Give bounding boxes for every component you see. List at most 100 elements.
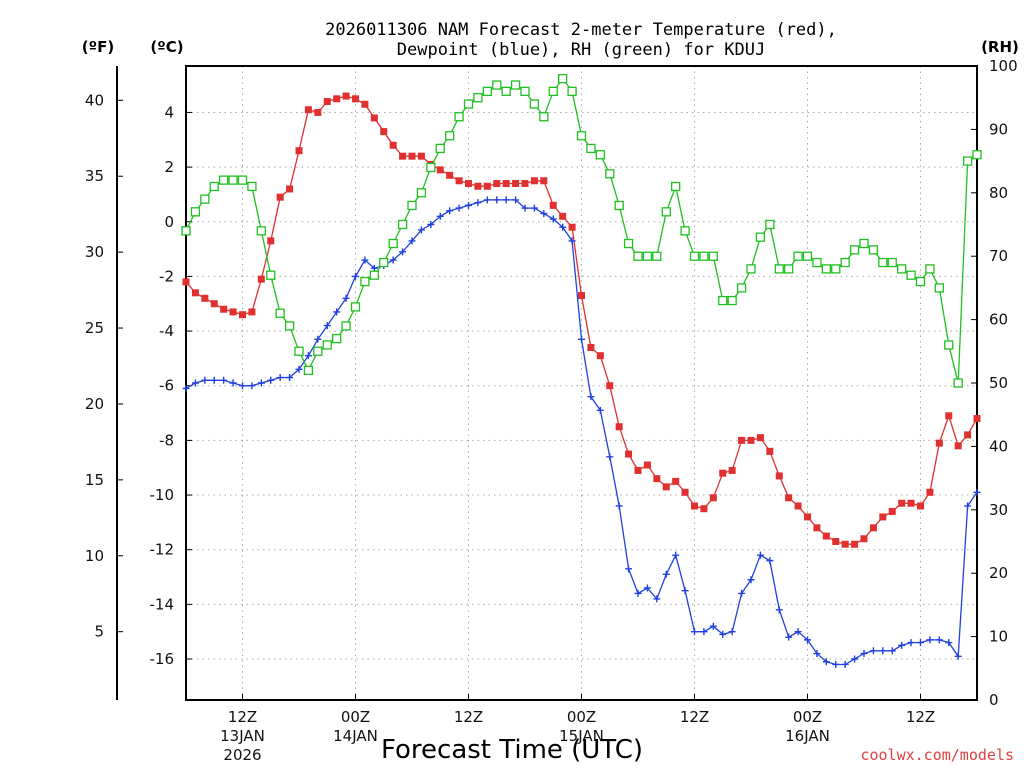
rh-point [953, 378, 963, 388]
dewpoint-point [596, 406, 604, 414]
rh-point [482, 86, 492, 97]
dewpoint-point [643, 584, 651, 592]
temperature-point [521, 180, 529, 188]
temperature-point [267, 237, 275, 245]
dewpoint-point [370, 264, 378, 272]
rh-point [369, 270, 379, 280]
temperature-point [540, 177, 548, 185]
rh-point [275, 308, 285, 318]
temperature-point [785, 494, 793, 502]
temperature-point [483, 182, 491, 190]
temperature-point [399, 152, 407, 160]
rh-point [426, 162, 436, 173]
temperature-point [530, 177, 538, 185]
x-tick-label: 12Z [228, 708, 257, 726]
dewpoint-point [606, 453, 614, 461]
x-tick-year-label: 2026 [223, 746, 261, 764]
credit-text: coolwx.com/models [860, 746, 1014, 764]
temperature-point [907, 499, 915, 507]
dewpoint-point [521, 204, 529, 212]
dewpoint-point [634, 589, 642, 597]
temperature-point [681, 488, 689, 496]
temperature-point [926, 488, 934, 496]
dewpoint-point [954, 652, 962, 660]
dewpoint-point [220, 376, 228, 384]
rh-point [548, 86, 558, 97]
celsius-tick-label: -14 [150, 595, 175, 613]
temperature-point [794, 502, 802, 510]
dewpoint-point [436, 212, 444, 220]
temperature-point [446, 171, 454, 179]
temperature-point [804, 513, 811, 521]
rh-point [680, 226, 690, 236]
temperature-point [709, 494, 717, 502]
temperature-point [766, 447, 774, 455]
x-tick-date-label: 15JAN [559, 727, 604, 745]
temperature-point [860, 535, 868, 543]
rh-point [473, 93, 483, 103]
temperature-point [917, 502, 924, 510]
rh-point [322, 340, 332, 350]
rh-point [774, 264, 784, 274]
temperature-point [352, 95, 359, 103]
dewpoint-point [342, 294, 350, 302]
temperature-point [248, 308, 256, 316]
rh-point [671, 181, 681, 192]
temperature-point [559, 212, 567, 220]
rh-point [266, 270, 276, 280]
rh-point [397, 219, 408, 230]
rh-point [708, 251, 718, 261]
celsius-tick-label: -16 [150, 650, 175, 668]
temperature-point [869, 524, 877, 532]
dewpoint-point [267, 376, 275, 384]
dewpoint-point [389, 256, 397, 264]
dewpoint-point [973, 488, 981, 496]
temperature-point [474, 182, 482, 190]
rh-point [341, 321, 351, 331]
celsius-tick-label: 4 [164, 103, 174, 121]
dewpoint-point [559, 223, 567, 231]
rh-point [445, 131, 455, 141]
temperature-point [493, 180, 501, 188]
temperature-point [333, 95, 341, 103]
temperature-point [323, 98, 331, 106]
temperature-point [606, 382, 614, 390]
temperature-point [389, 141, 397, 149]
fahrenheit-tick-label: 30 [85, 243, 104, 261]
rh-point [802, 251, 813, 261]
dewpoint-point [945, 639, 953, 647]
dewpoint-point [323, 322, 331, 330]
dewpoint-point [917, 639, 924, 647]
temperature-point [512, 180, 520, 188]
plot-frame [185, 65, 978, 701]
rh-point [181, 226, 191, 236]
dewpoint-point [719, 630, 727, 638]
unit-label-rh: (RH) [981, 38, 1019, 56]
dewpoint-point [333, 308, 341, 316]
dewpoint-point [361, 256, 369, 264]
temperature-point [304, 106, 312, 114]
temperature-point [888, 507, 896, 515]
rh-point [793, 251, 803, 261]
dewpoint-point [295, 365, 303, 373]
temperature-point [662, 483, 670, 491]
dewpoint-point [465, 201, 472, 209]
dewpoint-point [191, 379, 199, 387]
rh-tick-label: 30 [989, 501, 1008, 519]
rh-point [906, 270, 916, 280]
dewpoint-series [182, 196, 981, 668]
axes: 420-2-4-6-8-10-12-14-1640353025201510510… [85, 57, 1018, 764]
temperature-point [851, 540, 859, 548]
temperature-point [813, 524, 821, 532]
temperature-point [634, 466, 642, 474]
rh-point [934, 283, 944, 293]
x-tick-label: 12Z [906, 708, 935, 726]
dewpoint-point [210, 376, 218, 384]
dewpoint-point [841, 660, 849, 668]
dewpoint-point [747, 576, 755, 584]
temperature-point [898, 499, 906, 507]
temperature-point [756, 434, 764, 442]
rh-tick-label: 50 [989, 374, 1008, 392]
dewpoint-point [455, 204, 463, 212]
